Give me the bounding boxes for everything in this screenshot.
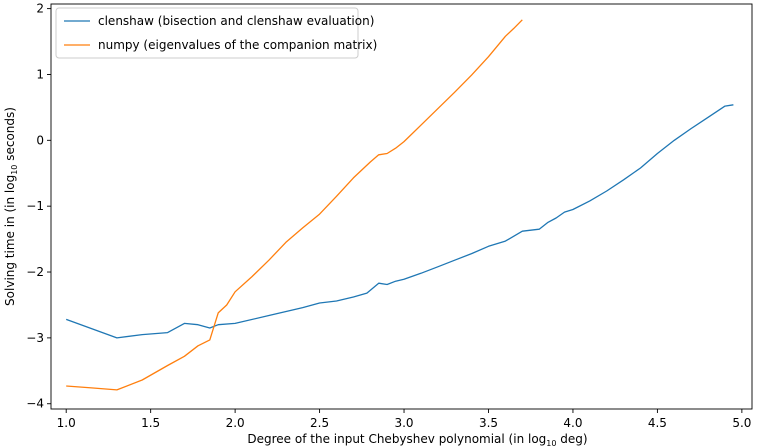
plot-frame — [50, 3, 753, 410]
y-tick-label: −3 — [26, 331, 44, 345]
x-tick-label: 2.0 — [226, 416, 245, 430]
legend-label-clenshaw: clenshaw (bisection and clenshaw evaluat… — [98, 14, 374, 28]
x-tick-label: 4.5 — [648, 416, 667, 430]
y-tick-label: −1 — [26, 199, 44, 213]
legend: clenshaw (bisection and clenshaw evaluat… — [55, 7, 377, 59]
y-tick-label: 1 — [36, 67, 44, 81]
legend-label-numpy: numpy (eigenvalues of the companion matr… — [98, 38, 377, 52]
ticks-layer: 1.0 1.5 2.0 2.5 3.0 3.5 4.0 4.5 5.0 −4 −3 −2 −1 0 1 2 — [26, 2, 751, 430]
series-line-numpy — [66, 19, 523, 391]
x-axis-title: Degree of the input Chebyshev polynomial… — [247, 432, 587, 448]
y-tick-label: 2 — [36, 2, 44, 16]
y-tick-label: −4 — [26, 397, 44, 411]
legend-box — [55, 7, 359, 59]
series-line-clenshaw — [65, 104, 734, 339]
x-tick-label: 3.0 — [394, 416, 413, 430]
x-tick-label: 1.5 — [141, 416, 160, 430]
x-tick-label: 4.0 — [563, 416, 582, 430]
x-tick-label: 5.0 — [732, 416, 751, 430]
x-tick-label: 1.0 — [57, 416, 76, 430]
series-layer — [65, 19, 734, 391]
x-tick-label: 3.5 — [479, 416, 498, 430]
y-tick-label: −2 — [26, 265, 44, 279]
x-tick-label: 2.5 — [310, 416, 329, 430]
y-axis-title: Solving time in (in log10 seconds) — [3, 107, 19, 306]
y-tick-label: 0 — [36, 133, 44, 147]
